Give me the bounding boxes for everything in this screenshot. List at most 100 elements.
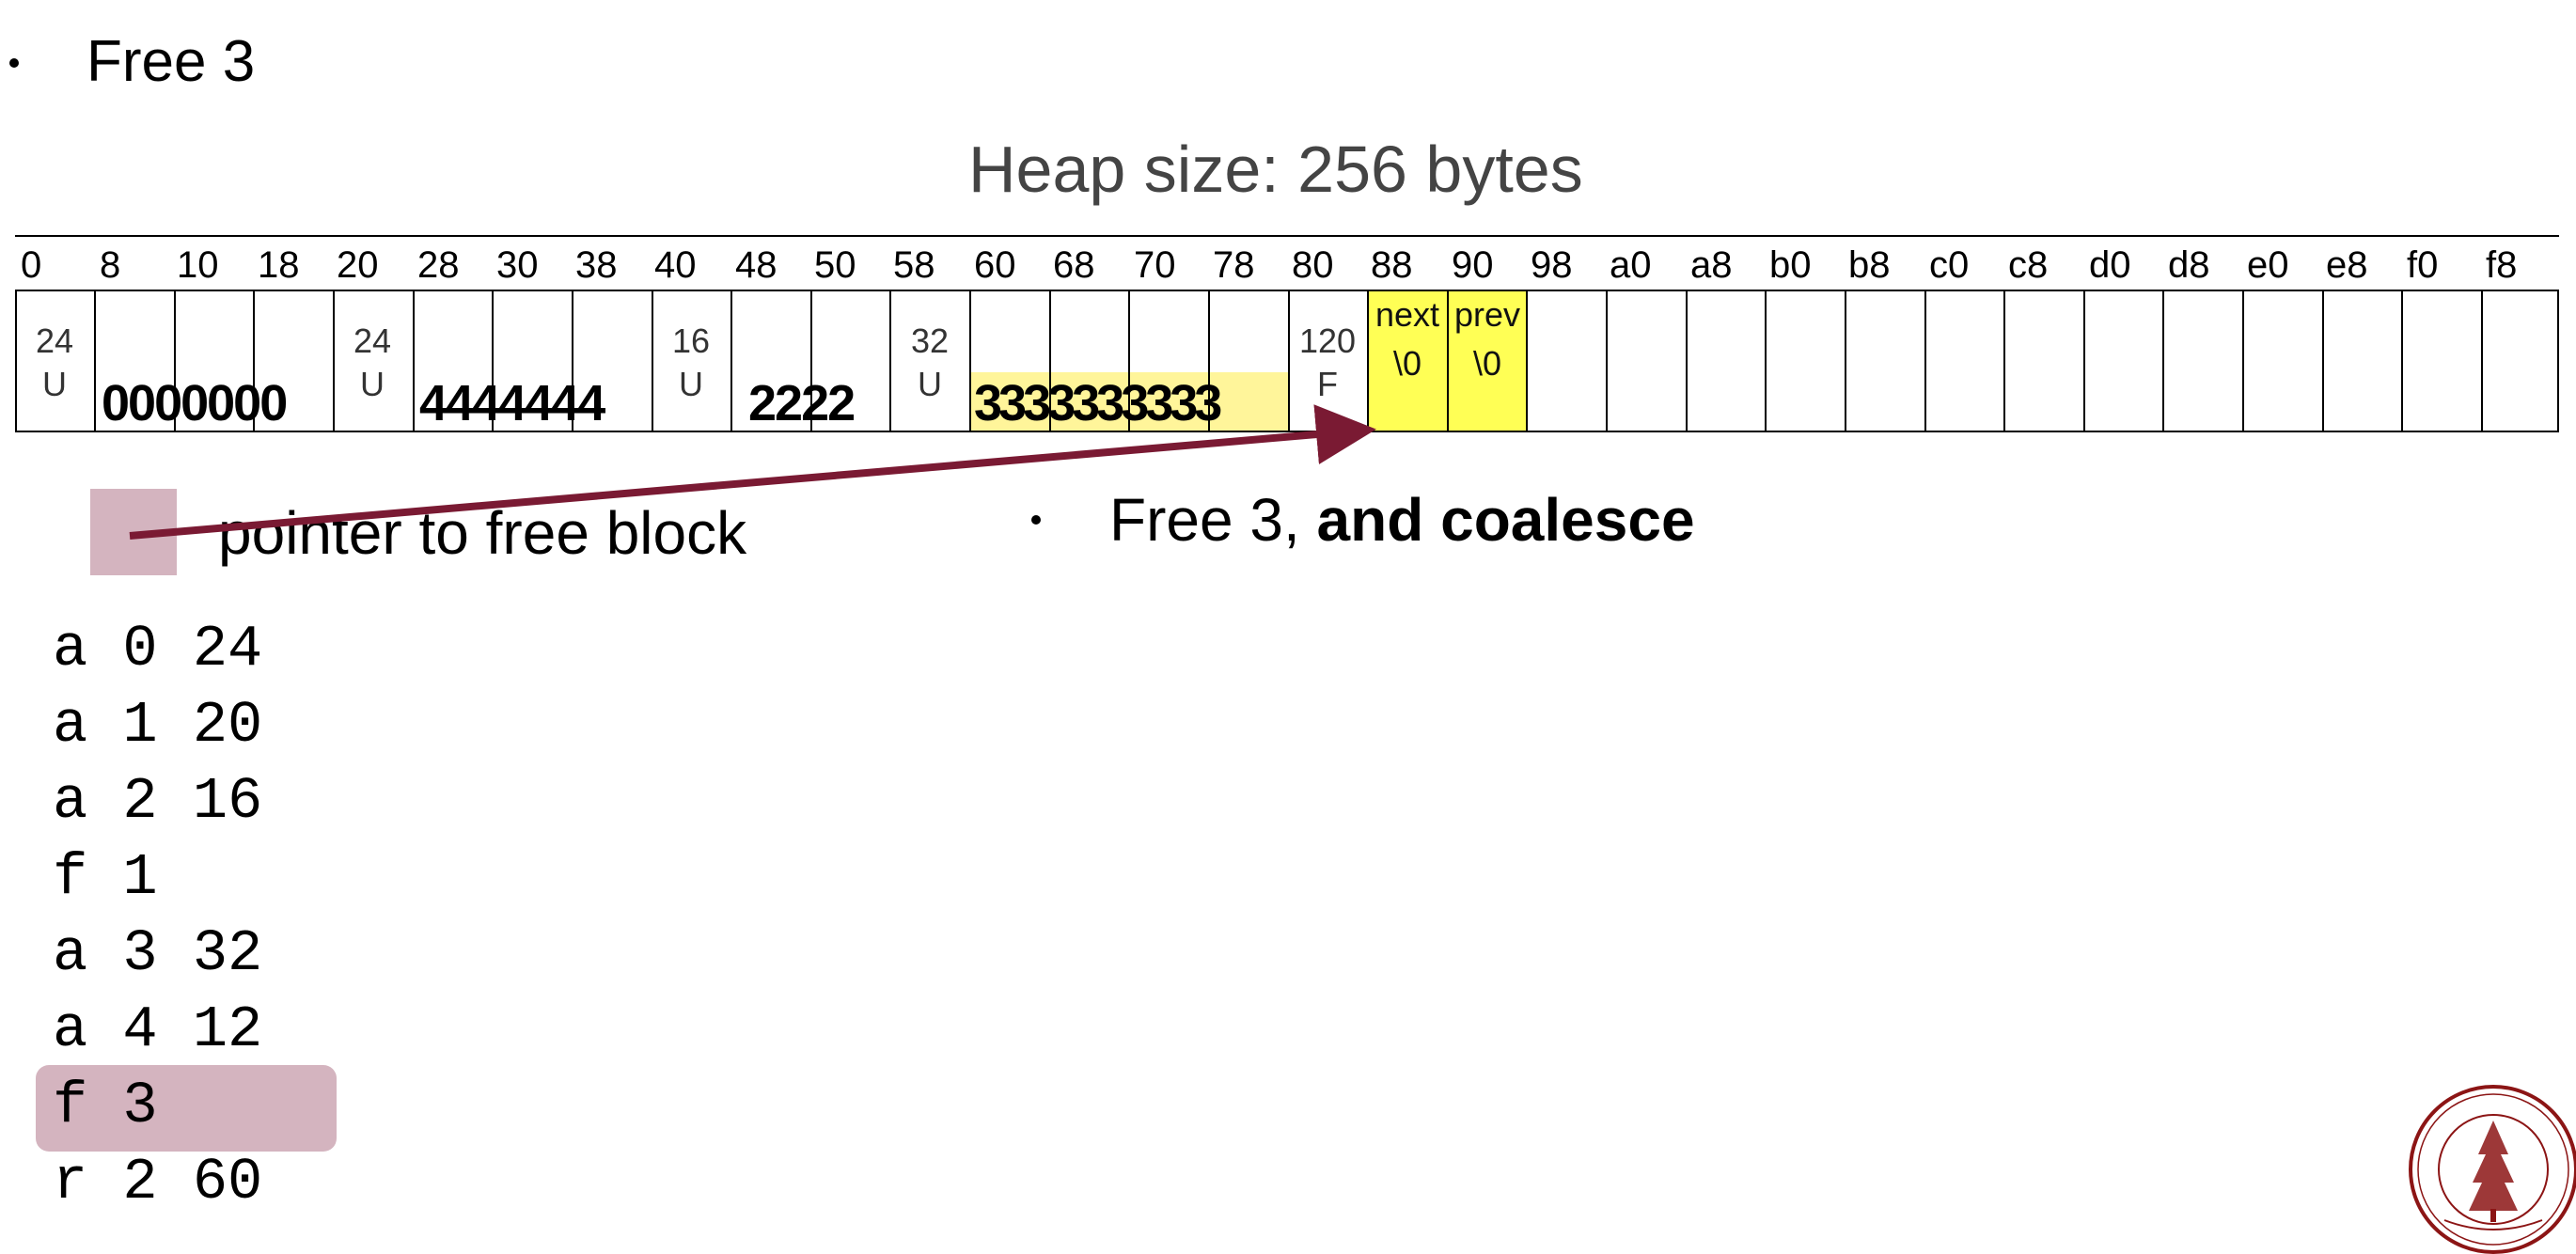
block-payload: 2222 — [748, 375, 856, 431]
mid-bullet-prefix: Free 3, — [1109, 486, 1317, 554]
address-label: 0 — [21, 244, 42, 286]
block-header: 120 F — [1288, 320, 1367, 406]
address-label: 78 — [1213, 244, 1255, 286]
mid-bullet-text: Free 3, and coalesce — [1109, 485, 1695, 555]
header-status: U — [42, 365, 67, 403]
heap-word-next-pointer — [1367, 291, 1448, 432]
heap-word — [1686, 291, 1767, 432]
heap-title: Heap size: 256 bytes — [968, 133, 1583, 206]
prev-pointer: prev \0 — [1447, 295, 1528, 384]
heap-word — [174, 291, 255, 432]
address-label: 48 — [735, 244, 778, 286]
heap-word — [2242, 291, 2323, 432]
heap-word-freed — [1208, 291, 1289, 432]
script-line: a 3 32 — [53, 920, 263, 987]
heap-word — [2162, 291, 2243, 432]
heap-word — [810, 291, 891, 432]
address-label: c0 — [1929, 244, 1970, 286]
block-header: 16 U — [652, 320, 730, 406]
heap-word-freed — [1049, 291, 1130, 432]
address-label: 90 — [1452, 244, 1494, 286]
heap-word — [492, 291, 573, 432]
script-line: a 1 20 — [53, 692, 263, 759]
address-label: f8 — [2486, 244, 2518, 286]
header-size: 24 — [353, 321, 392, 360]
heap-word — [2003, 291, 2084, 432]
address-label: b8 — [1848, 244, 1891, 286]
heap-word — [730, 291, 811, 432]
address-label: 50 — [814, 244, 856, 286]
block-header: 24 U — [333, 320, 412, 406]
block-payload: 4444444 — [419, 375, 605, 431]
script-line: f 3 — [53, 1073, 158, 1139]
address-label: 98 — [1531, 244, 1573, 286]
heap-word — [94, 291, 175, 432]
block-header: 32 U — [889, 320, 970, 406]
legend-label: pointer to free block — [218, 499, 747, 567]
address-label: 60 — [974, 244, 1016, 286]
heap-word — [889, 291, 970, 432]
heap-word — [333, 291, 414, 432]
next-pointer-label: next — [1374, 295, 1440, 334]
address-label: 88 — [1371, 244, 1413, 286]
address-label: e8 — [2326, 244, 2368, 286]
heap-word — [652, 291, 732, 432]
address-label: 8 — [100, 244, 121, 286]
block-payload: 3333333333 — [974, 375, 1222, 431]
heap-word — [1924, 291, 2005, 432]
block-header: 24 U — [15, 320, 94, 406]
heap-word — [1606, 291, 1687, 432]
header-size: 32 — [910, 321, 950, 360]
heap-word — [572, 291, 652, 432]
header-status: U — [918, 365, 942, 403]
prev-pointer-label: prev — [1453, 295, 1521, 334]
address-label: 70 — [1134, 244, 1176, 286]
top-bullet-text: Free 3 — [86, 29, 256, 94]
heap-word — [1765, 291, 1846, 432]
address-row: 0 8 10 18 20 28 30 38 40 48 50 58 60 68 … — [15, 235, 2559, 291]
address-label: d8 — [2168, 244, 2210, 286]
current-line-highlight — [36, 1065, 337, 1152]
address-label: 40 — [654, 244, 697, 286]
next-pointer-value: \0 — [1392, 344, 1422, 383]
address-label: 30 — [496, 244, 539, 286]
header-size: 24 — [35, 321, 74, 360]
script-line: r 2 60 — [53, 1149, 263, 1215]
heap-word — [413, 291, 494, 432]
header-size: 16 — [671, 321, 711, 360]
header-status: F — [1317, 365, 1338, 403]
heap-word-prev-pointer — [1447, 291, 1528, 432]
address-label: 80 — [1292, 244, 1334, 286]
address-label: b0 — [1769, 244, 1812, 286]
address-label: 20 — [337, 244, 379, 286]
address-label: f0 — [2407, 244, 2439, 286]
script-line: a 2 16 — [53, 768, 263, 835]
mid-bullet-bold: and coalesce — [1316, 486, 1695, 554]
address-label: a8 — [1690, 244, 1733, 286]
heap-word — [2481, 291, 2559, 432]
next-pointer: next \0 — [1367, 295, 1448, 384]
prev-pointer-value: \0 — [1472, 344, 1502, 383]
arrow-line — [129, 404, 1376, 540]
heap-word — [2401, 291, 2482, 432]
address-label: 10 — [177, 244, 219, 286]
top-bullet-dot — [9, 58, 19, 68]
script-line: a 4 12 — [53, 996, 263, 1063]
heap-word — [1526, 291, 1607, 432]
script-line: f 1 — [53, 844, 158, 911]
heap-word-freed — [969, 291, 1050, 432]
address-label: d0 — [2089, 244, 2131, 286]
address-label: c8 — [2008, 244, 2049, 286]
address-label: 68 — [1053, 244, 1095, 286]
address-label: 58 — [893, 244, 935, 286]
header-status: U — [360, 365, 385, 403]
block-payload: 0000000 — [102, 375, 288, 431]
mid-bullet-dot — [1031, 515, 1041, 525]
address-label: 18 — [258, 244, 300, 286]
address-label: 38 — [575, 244, 618, 286]
address-label: e0 — [2247, 244, 2289, 286]
script-line: a 0 24 — [53, 616, 263, 682]
heap-word — [253, 291, 334, 432]
address-label: 28 — [417, 244, 460, 286]
